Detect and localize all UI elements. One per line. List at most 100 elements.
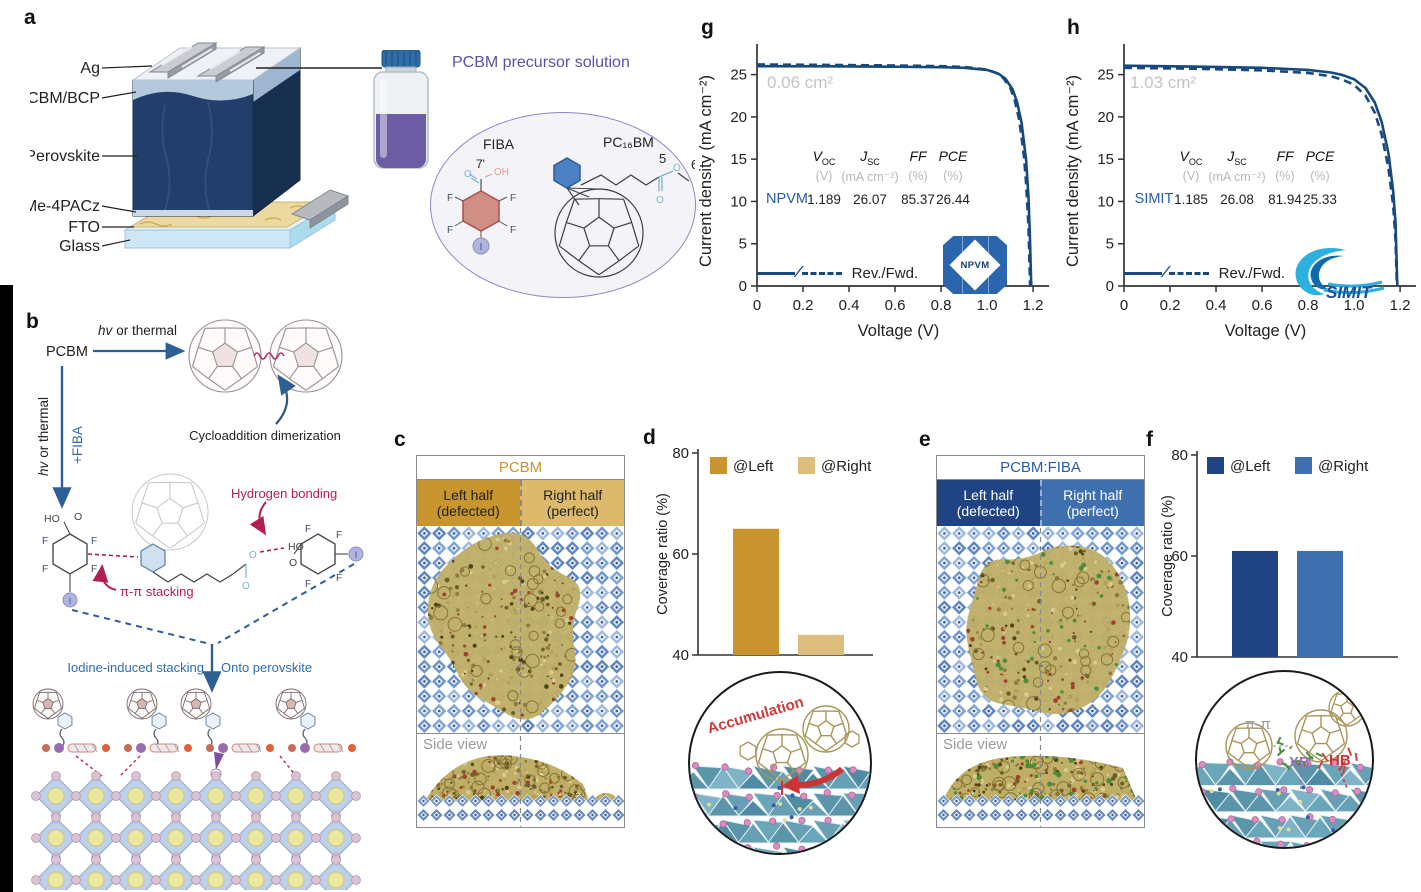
acid-o: O [74, 511, 82, 523]
site-6: 6 [691, 157, 695, 172]
param-value: 26.44 [936, 192, 970, 207]
reverse-scan-line [1124, 271, 1162, 275]
f-atom: F [305, 524, 311, 535]
md-topview-pcbm [417, 526, 624, 734]
param-header: PCE [1305, 148, 1335, 164]
onto-perovskite-label: Onto perovskite [221, 660, 312, 675]
svg-text:15: 15 [1097, 151, 1114, 168]
layer-label-ag: Ag [80, 60, 100, 77]
solution-molecules: FIBA O OH 7' F F F F I PC₁₆BM [447, 134, 698, 278]
or-thermal-text: or thermal [36, 397, 51, 458]
device-area-label: 1.03 cm² [1130, 73, 1197, 92]
solution-ellipse: FIBA O OH 7' F F F F I PC₁₆BM [430, 112, 698, 298]
jv-plot: 0 5 10 15 20 25 0 0.2 0.4 0.6 0.8 1.0 1.2 Voltage (V)… [697, 44, 1049, 340]
sideview-label: Side view [943, 736, 1008, 753]
acid-ho: HO [288, 541, 304, 553]
svg-text:0.2: 0.2 [793, 297, 814, 314]
device-schematic: Ag PCBM/BCP Perovskite Me-4PACz FTO Glas… [30, 42, 382, 255]
svg-text:0.8: 0.8 [1298, 297, 1319, 314]
fiba-i-atom: I [480, 242, 483, 253]
md-sideview-pcbm-fiba: Side view [937, 734, 1144, 829]
md-headers-pcbm: Left half (defected) Right half (perfect) [417, 480, 624, 526]
f-atom: F [42, 564, 48, 575]
svg-text:@Left: @Left [1230, 458, 1271, 475]
svg-text:0.8: 0.8 [931, 297, 952, 314]
f-atom: F [336, 573, 342, 584]
svg-text:Coverage ratio (%): Coverage ratio (%) [1160, 495, 1176, 617]
svg-text:Coverage ratio (%): Coverage ratio (%) [655, 493, 671, 615]
param-header: PCE [938, 148, 968, 164]
accumulation-inset: Accumulation [688, 671, 872, 855]
md-right-header: Right half (perfect) [1039, 480, 1144, 526]
ester-o: O [249, 550, 257, 561]
param-unit: (mA cm⁻²) [1208, 170, 1266, 184]
svg-text:1.2: 1.2 [1390, 297, 1411, 314]
ester-o-atom: O [673, 163, 681, 174]
panel-label-g: g [701, 16, 714, 39]
svg-text:15: 15 [730, 151, 747, 168]
svg-text:25: 25 [730, 67, 747, 84]
param-unit: (V) [1182, 169, 1200, 183]
scan-slash: ∕ [1164, 264, 1167, 281]
md-box-pcbm: PCBM Left half (defected) Right half (perf… [416, 455, 625, 828]
forward-scan-line [1168, 271, 1209, 275]
svg-text:10: 10 [1097, 193, 1114, 210]
md-left-header: Left half (defected) [417, 480, 520, 526]
f-atom: F [91, 536, 97, 547]
jv-legend: ∕ Rev./Fwd. [757, 264, 918, 282]
fiba-f-atom: F [447, 225, 453, 236]
sideview-label: Side view [423, 736, 488, 753]
fiba-o-atom: O [464, 169, 472, 180]
svg-text:0: 0 [1106, 278, 1114, 295]
svg-text:25: 25 [1097, 67, 1114, 84]
svg-text:@Left: @Left [733, 458, 774, 475]
svg-text:80: 80 [672, 445, 689, 462]
svg-text:1.0: 1.0 [1344, 297, 1365, 314]
param-unit: (%) [908, 169, 928, 183]
i-atom: I [69, 596, 72, 606]
panel-label-f: f [1146, 428, 1153, 451]
param-unit: (%) [943, 169, 963, 183]
svg-text:1.0: 1.0 [977, 297, 998, 314]
legend-label: Rev./Fwd. [1218, 264, 1286, 282]
coverage-chart-pcbm-fiba: 40 60 80 Coverage ratio (%) @Left @Right [1160, 447, 1398, 666]
reverse-scan-line [757, 271, 795, 275]
legend-label: Rev./Fwd. [851, 264, 919, 282]
i-atom: I [355, 550, 358, 560]
hv-symbol: hv [36, 460, 51, 476]
svg-text:0: 0 [753, 297, 761, 314]
md-topview-pcbm-fiba [937, 526, 1144, 734]
svg-text:0.4: 0.4 [1206, 297, 1227, 314]
svg-text:@Right: @Right [1318, 458, 1369, 475]
md-title-pcbm-fiba: PCBM:FIBA [937, 456, 1144, 480]
jv-panel-simit: 0 5 10 15 20 25 0 0.2 0.4 0.6 0.8 1.0 1.2 Voltage (V)… [1062, 18, 1421, 363]
reaction-scheme: PCBM hv or thermal Cycloaddition dimeriza… [31, 319, 364, 890]
f-atom: F [42, 536, 48, 547]
fiba-f-atom: F [510, 193, 516, 204]
param-header: VOC [1179, 148, 1203, 167]
f-atom: F [336, 530, 342, 541]
fiba-site-7: 7' [476, 157, 485, 171]
md-left-header: Left half (defected) [937, 480, 1040, 526]
f-atom: F [305, 579, 311, 590]
acid-ho: HO [44, 513, 60, 525]
svg-text:20: 20 [730, 109, 747, 126]
svg-text:80: 80 [1171, 447, 1188, 464]
svg-text:5: 5 [739, 236, 747, 253]
md-headers-pcbm-fiba: Left half (defected) Right half (perfect) [937, 480, 1144, 526]
md-box-pcbm-fiba: PCBM:FIBA Left half (defected) Right half… [936, 455, 1145, 828]
jv-panel-npvm: 0 5 10 15 20 25 0 0.2 0.4 0.6 0.8 1.0 1.2 Voltage (V)… [695, 18, 1060, 363]
solution-title: PCBM precursor solution [452, 54, 630, 71]
jv-parameters-table: VOC JSC FF PCE (V) (mA cm⁻²) (%) (%) NPVM 1.189 26… [695, 148, 1060, 218]
coverage-chart-pcbm: 40 60 80 Coverage ratio (%) @Left @Right [655, 445, 873, 664]
param-unit: (mA cm⁻²) [841, 170, 899, 184]
param-value: 26.07 [853, 192, 887, 207]
pi-pi-label: π-π [1245, 716, 1271, 733]
md-right-header: Right half (perfect) [519, 480, 624, 526]
svg-text:60: 60 [1171, 548, 1188, 565]
fiba-label: FIBA [483, 136, 515, 152]
param-unit: (V) [815, 169, 833, 183]
svg-text:Current density (mA cm⁻²): Current density (mA cm⁻²) [697, 75, 715, 267]
device-row-label: SIMIT [1134, 191, 1174, 207]
param-value: 1.185 [1174, 192, 1208, 207]
